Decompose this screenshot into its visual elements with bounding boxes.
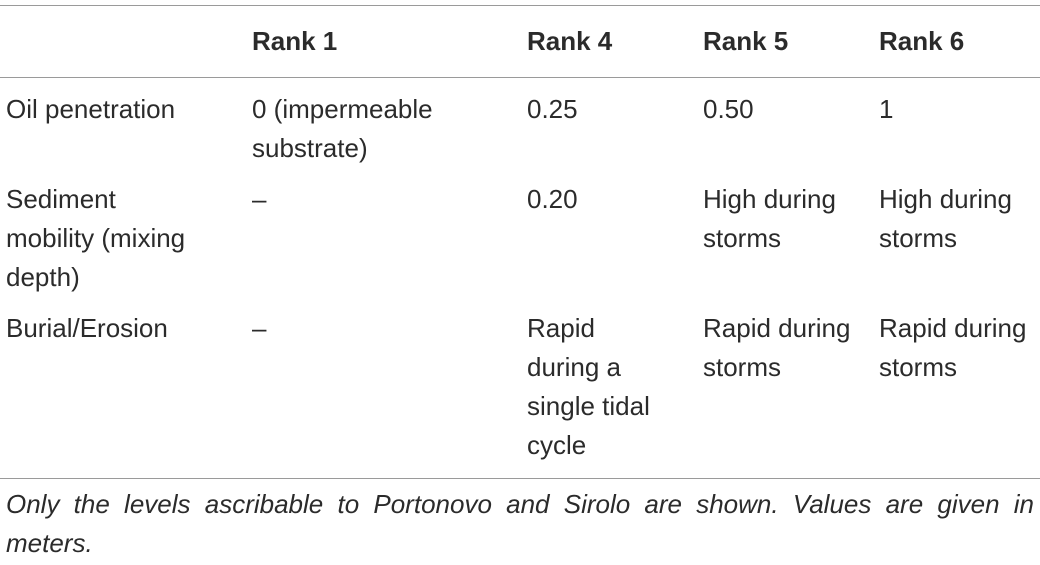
cell-text: Sediment mobility (mixing depth): [6, 184, 186, 292]
header-cell: Rank 5: [703, 26, 789, 56]
table: Rank 1 Rank 4 Rank 5 Rank 6 Oil penetration…: [0, 5, 1040, 563]
cell-text: Rapid during a single tidal cycle: [527, 313, 650, 460]
table-cell: 0.50: [703, 90, 879, 129]
table-cell: High during storms: [703, 180, 879, 258]
cell-text: 0.25: [527, 94, 578, 124]
footnote: Only the levels ascribable to Portonovo …: [6, 489, 1034, 558]
header-cell: Rank 4: [527, 26, 613, 56]
cell-text: –: [252, 184, 267, 214]
cell-text: 1: [879, 94, 894, 124]
table-cell: 0.20: [527, 180, 703, 219]
table-row: Sediment mobility (mixing depth) – 0.20 Hig…: [0, 168, 1040, 297]
table-row: Oil penetration 0 (impermeable substrate)…: [0, 78, 1040, 168]
cell-text: High during storms: [703, 184, 836, 253]
table-cell: 0 (impermeable substrate): [252, 90, 527, 168]
table-cell: –: [252, 309, 527, 348]
table-cell: High during storms: [879, 180, 1034, 258]
header-row: Rank 1 Rank 4 Rank 5 Rank 6: [0, 5, 1040, 78]
table-cell: Burial/Erosion: [0, 309, 252, 348]
header-cell: Rank 6: [879, 26, 965, 56]
table-row: Burial/Erosion – Rapid during a single tid…: [0, 297, 1040, 479]
header-cell: Rank 1: [252, 26, 338, 56]
table-body: Oil penetration 0 (impermeable substrate)…: [0, 78, 1040, 479]
cell-text: Rapid during storms: [879, 313, 1027, 382]
cell-text: Oil penetration: [6, 94, 176, 124]
table-cell: 0.25: [527, 90, 703, 129]
cell-text: High during storms: [879, 184, 1012, 253]
cell-text: 0 (impermeable substrate): [252, 94, 433, 163]
cell-text: Burial/Erosion: [6, 313, 168, 343]
table-cell: Rapid during a single tidal cycle: [527, 309, 703, 465]
table-cell: 1: [879, 90, 1034, 129]
table-cell: Oil penetration: [0, 90, 252, 129]
cell-text: Rapid during storms: [703, 313, 851, 382]
table-cell: –: [252, 180, 527, 219]
cell-text: 0.50: [703, 94, 754, 124]
table-cell: Rapid during storms: [703, 309, 879, 387]
cell-text: –: [252, 313, 267, 343]
cell-text: 0.20: [527, 184, 578, 214]
table-cell: Sediment mobility (mixing depth): [0, 180, 252, 297]
table-cell: Rapid during storms: [879, 309, 1034, 387]
